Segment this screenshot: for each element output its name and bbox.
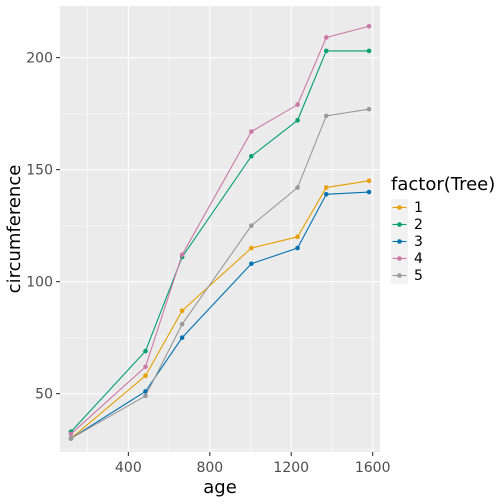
data-point xyxy=(295,234,300,240)
data-point xyxy=(323,35,329,40)
legend-key-point xyxy=(397,239,402,244)
x-axis-title: age xyxy=(203,477,237,498)
legend-label: 5 xyxy=(414,268,423,284)
series-5 xyxy=(68,106,372,441)
x-tick-label: 1600 xyxy=(355,460,391,476)
x-tick-label: 400 xyxy=(115,460,142,476)
legend-key-point xyxy=(397,222,402,227)
axes: 400 800 1200 1600 50 100 150 200 xyxy=(26,51,390,476)
legend-label: 1 xyxy=(414,200,423,216)
x-tick-label: 800 xyxy=(196,460,223,476)
legend-key-point xyxy=(397,256,402,261)
data-point xyxy=(366,189,372,195)
legend-label: 3 xyxy=(414,234,423,250)
data-point xyxy=(143,393,148,399)
legend-item-4: 4 xyxy=(391,250,423,267)
data-point xyxy=(179,308,185,314)
data-point xyxy=(323,113,329,119)
legend-item-1: 1 xyxy=(391,199,423,216)
data-point xyxy=(249,129,254,134)
data-point xyxy=(68,431,74,437)
legend-item-5: 5 xyxy=(391,267,423,284)
data-point xyxy=(179,321,185,327)
legend-label: 2 xyxy=(414,217,423,233)
data-point xyxy=(143,348,148,354)
data-point xyxy=(323,191,329,197)
data-point xyxy=(68,436,74,441)
data-point xyxy=(249,261,254,267)
data-point xyxy=(323,185,329,190)
data-point xyxy=(366,178,372,184)
legend-title: factor(Tree) xyxy=(391,174,495,195)
data-point xyxy=(249,153,254,159)
panel-background xyxy=(60,6,380,452)
data-point xyxy=(366,106,372,112)
legend-label: 4 xyxy=(414,251,423,267)
data-point xyxy=(295,185,300,190)
data-point xyxy=(179,252,185,258)
data-point xyxy=(143,364,148,370)
data-point xyxy=(143,373,148,379)
y-axis-title: circumference xyxy=(4,165,25,294)
grid xyxy=(60,6,380,452)
legend-key-point xyxy=(397,273,402,278)
y-tick-label: 100 xyxy=(26,275,53,291)
y-tick-label: 50 xyxy=(35,387,53,403)
legend-item-2: 2 xyxy=(391,216,423,233)
data-point xyxy=(295,245,300,251)
data-point xyxy=(295,118,300,123)
x-tick-label: 1200 xyxy=(273,460,309,476)
data-point xyxy=(323,48,329,54)
series-4 xyxy=(68,23,372,437)
legend-key-point xyxy=(397,205,402,210)
legend-item-3: 3 xyxy=(391,233,423,250)
data-point xyxy=(249,245,254,251)
data-point xyxy=(179,335,185,340)
y-tick-label: 150 xyxy=(26,163,53,179)
series-1 xyxy=(68,178,372,441)
y-tick-label: 200 xyxy=(26,51,53,67)
data-point xyxy=(366,23,372,29)
data-point xyxy=(366,48,372,54)
data-point xyxy=(249,223,254,228)
series-layer xyxy=(68,23,372,441)
data-point xyxy=(295,102,300,107)
